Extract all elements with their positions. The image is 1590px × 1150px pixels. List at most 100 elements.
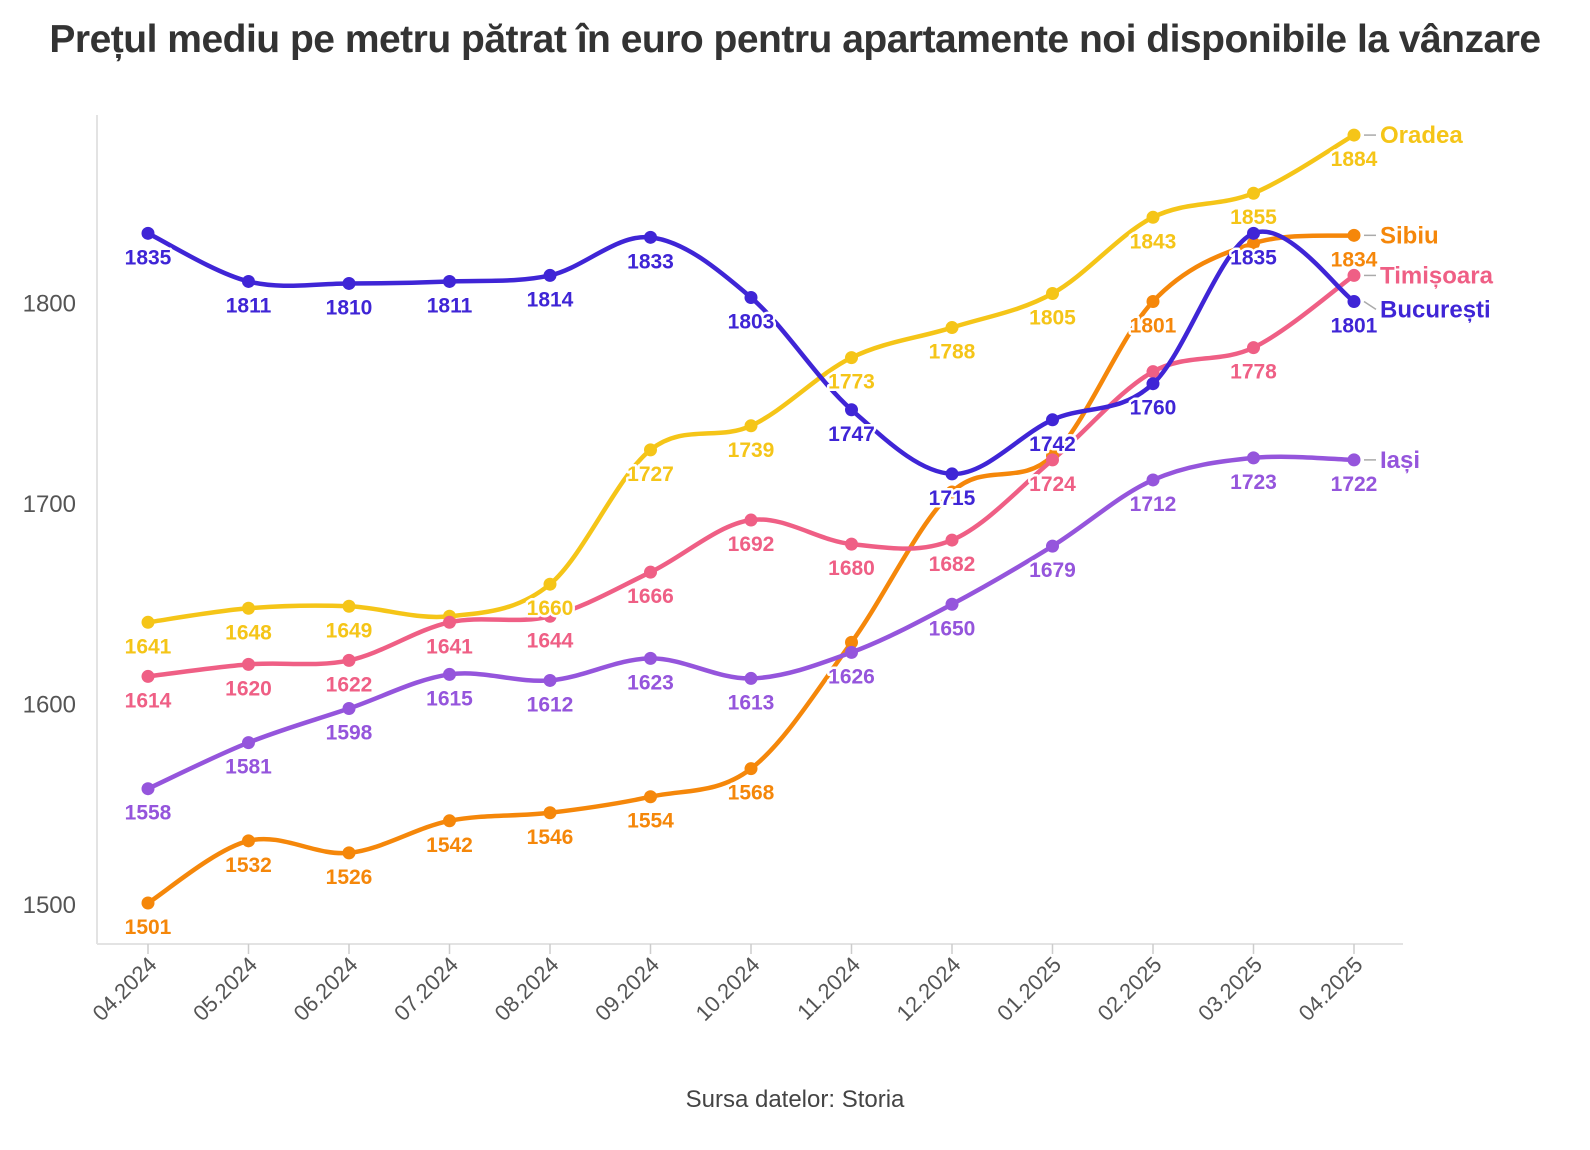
data-label-iasi: 1679 — [1029, 559, 1076, 582]
data-label-oradea: 1727 — [627, 463, 674, 486]
data-label-iasi: 1650 — [929, 617, 976, 640]
data-label-bucuresti: 1760 — [1130, 397, 1177, 420]
data-label-oradea: 1649 — [326, 619, 373, 642]
x-tick-label: 07.2024 — [389, 952, 463, 1026]
data-label-timisoara: 1680 — [828, 557, 875, 580]
data-label-oradea: 1773 — [828, 371, 875, 394]
x-tick-label: 01.2025 — [992, 952, 1066, 1026]
data-label-bucuresti: 1801 — [1331, 314, 1378, 337]
data-label-timisoara: 1682 — [929, 553, 976, 576]
data-point-iasi — [644, 651, 657, 665]
data-point-bucuresti — [644, 230, 657, 244]
data-point-timisoara — [644, 565, 657, 579]
data-label-iasi: 1615 — [426, 687, 473, 710]
series-label-oradea: Oradea — [1380, 122, 1463, 149]
data-label-timisoara: 1724 — [1029, 473, 1076, 496]
series-label-leader-bucuresti — [1363, 300, 1377, 311]
series-label-bucuresti: București — [1380, 296, 1491, 323]
data-label-sibiu: 1526 — [326, 866, 373, 889]
data-label-iasi: 1612 — [527, 693, 574, 716]
data-label-bucuresti: 1715 — [929, 487, 976, 510]
data-point-oradea — [845, 351, 858, 365]
data-point-sibiu — [141, 896, 155, 910]
data-point-oradea — [242, 601, 255, 615]
data-label-oradea: 1843 — [1130, 230, 1177, 253]
x-tick-label: 06.2024 — [289, 952, 363, 1026]
data-point-oradea — [1347, 128, 1361, 142]
data-point-sibiu — [543, 806, 557, 820]
series-label-timisoara: Timișoara — [1380, 262, 1494, 289]
data-label-timisoara: 1778 — [1230, 361, 1277, 384]
data-point-timisoara — [744, 513, 758, 527]
data-point-sibiu — [845, 635, 858, 649]
data-label-iasi: 1626 — [828, 665, 875, 688]
data-label-iasi: 1598 — [326, 722, 373, 745]
data-point-bucuresti — [1046, 413, 1059, 427]
chart-source-caption: Sursa datelor: Storia — [685, 1086, 905, 1113]
data-point-iasi — [242, 736, 255, 750]
data-point-bucuresti — [1146, 377, 1160, 391]
data-point-iasi — [342, 702, 356, 716]
data-point-timisoara — [543, 609, 557, 623]
y-tick-label: 1500 — [23, 892, 76, 919]
x-tick-label: 02.2025 — [1093, 952, 1167, 1026]
x-tick-label: 08.2024 — [490, 952, 564, 1026]
data-point-oradea — [945, 321, 959, 335]
data-point-timisoara — [342, 653, 356, 667]
data-label-bucuresti: 1835 — [125, 246, 172, 269]
data-point-oradea — [543, 577, 557, 591]
data-label-iasi: 1723 — [1230, 471, 1277, 494]
data-label-bucuresti: 1811 — [226, 294, 272, 317]
data-point-sibiu — [342, 846, 356, 860]
data-point-timisoara — [1247, 341, 1260, 355]
data-label-oradea: 1884 — [1331, 148, 1378, 171]
y-tick-label: 1700 — [23, 491, 76, 518]
x-tick-label: 05.2024 — [188, 952, 262, 1026]
data-point-sibiu — [443, 814, 456, 828]
series-line-bucuresti — [145, 229, 1357, 477]
chart-title: Prețul mediu pe metru pătrat în euro pen… — [49, 18, 1541, 61]
data-point-bucuresti — [141, 226, 155, 240]
series-label-sibiu: Sibiu — [1380, 222, 1439, 249]
data-label-iasi: 1581 — [225, 756, 272, 779]
data-label-oradea: 1648 — [225, 621, 272, 644]
data-label-timisoara: 1620 — [225, 677, 272, 700]
x-tick-label: 09.2024 — [590, 952, 664, 1026]
data-point-sibiu — [1146, 294, 1160, 308]
data-point-timisoara — [443, 615, 456, 629]
data-point-sibiu — [744, 762, 758, 776]
data-label-bucuresti: 1814 — [527, 288, 574, 311]
data-label-bucuresti: 1803 — [728, 310, 775, 333]
data-label-timisoara: 1622 — [326, 673, 373, 696]
data-point-oradea — [342, 599, 356, 613]
data-point-iasi — [845, 645, 858, 659]
data-label-bucuresti: 1835 — [1230, 246, 1277, 269]
data-point-sibiu — [644, 790, 657, 804]
data-point-bucuresti — [543, 268, 557, 282]
x-tick-label: 04.2024 — [88, 952, 162, 1026]
data-point-iasi — [443, 667, 456, 681]
data-label-bucuresti: 1833 — [627, 250, 674, 273]
data-label-timisoara: 1692 — [728, 533, 775, 556]
data-point-iasi — [1146, 473, 1160, 487]
data-point-oradea — [1247, 186, 1260, 200]
data-point-iasi — [141, 782, 155, 796]
data-point-bucuresti — [342, 276, 356, 290]
data-point-oradea — [644, 443, 657, 457]
data-point-oradea — [744, 419, 758, 433]
data-label-oradea: 1788 — [929, 341, 976, 364]
data-label-bucuresti: 1811 — [427, 294, 473, 317]
data-point-iasi — [744, 671, 758, 685]
y-tick-label: 1600 — [23, 692, 76, 719]
data-point-sibiu — [242, 834, 255, 848]
y-tick-label: 1800 — [23, 291, 76, 318]
x-tick-label: 12.2024 — [892, 952, 966, 1026]
data-point-iasi — [543, 673, 557, 687]
data-point-timisoara — [945, 533, 959, 547]
data-label-oradea: 1805 — [1029, 306, 1076, 329]
data-point-timisoara — [242, 657, 255, 671]
data-point-iasi — [1347, 453, 1361, 467]
data-label-sibiu: 1568 — [728, 782, 775, 805]
data-label-oradea: 1641 — [125, 635, 172, 658]
